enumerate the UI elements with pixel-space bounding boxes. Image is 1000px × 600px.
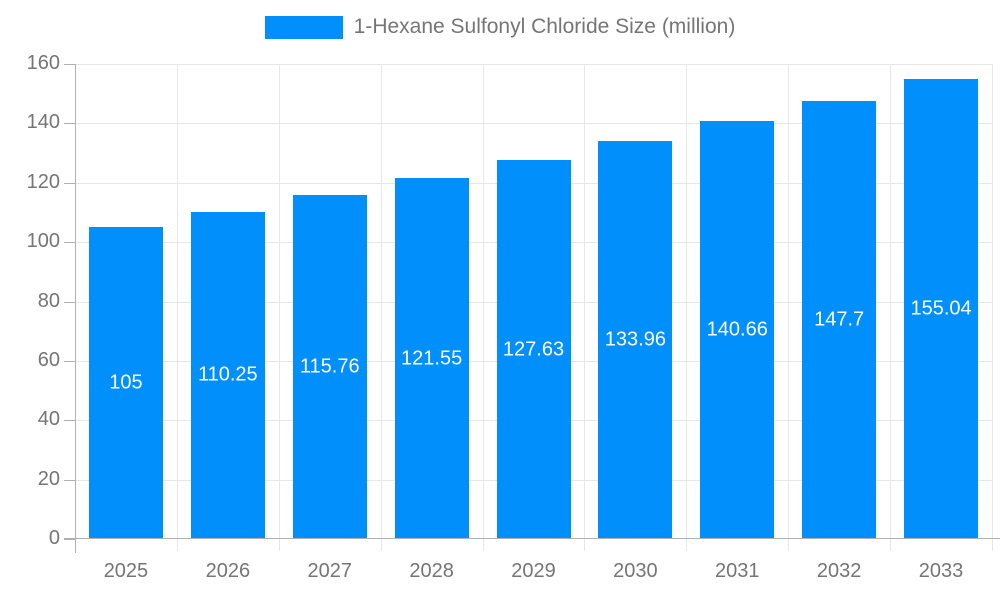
x-axis-label: 2031 [715, 560, 760, 582]
bar[interactable]: 115.76 [292, 195, 367, 539]
bar-value-label: 121.55 [401, 347, 463, 370]
bar-value-label: 133.96 [604, 328, 666, 351]
y-tick [64, 360, 75, 362]
x-axis-label: 2025 [103, 560, 149, 582]
x-axis-label: 2030 [613, 560, 658, 582]
y-axis-label: 20 [37, 467, 60, 490]
y-gridline [75, 123, 992, 125]
x-gridline [278, 64, 280, 551]
x-axis-line [64, 538, 1000, 539]
legend: 1-Hexane Sulfonyl Chloride Size (million… [0, 16, 1000, 39]
x-gridline [584, 64, 586, 551]
y-axis-label: 0 [48, 527, 60, 550]
legend-item[interactable]: 1-Hexane Sulfonyl Chloride Size (million… [264, 15, 736, 39]
y-axis-label: 100 [26, 230, 60, 253]
x-gridline [992, 64, 993, 551]
y-tick [64, 479, 75, 481]
x-axis-label: 2032 [816, 560, 862, 582]
legend-swatch [264, 16, 343, 39]
y-tick [64, 301, 75, 303]
bar[interactable]: 127.63 [496, 160, 571, 539]
y-tick [64, 420, 75, 422]
bar-value-label: 147.7 [814, 308, 865, 331]
y-axis-line [75, 64, 76, 553]
x-axis-label: 2028 [409, 560, 454, 582]
y-axis-label: 40 [37, 408, 60, 431]
y-tick [64, 64, 75, 65]
x-gridline [890, 64, 892, 551]
x-axis-label: 2033 [918, 560, 964, 582]
x-axis-label: 2029 [511, 560, 556, 582]
bar[interactable]: 133.96 [598, 141, 673, 539]
plot-area: 0 20 40 60 80 100 120 140 160 105 2025 110.25 2026 11… [27, 52, 1000, 582]
y-tick [64, 182, 75, 184]
bar[interactable]: 105 [88, 227, 163, 539]
y-tick [64, 242, 75, 244]
bar[interactable]: 121.55 [394, 178, 469, 539]
bar[interactable]: 140.66 [700, 121, 775, 539]
y-axis-label: 80 [37, 289, 60, 312]
x-gridline [482, 64, 484, 551]
y-axis-label: 160 [26, 52, 60, 75]
bar-value-label: 155.04 [910, 297, 972, 320]
x-gridline [176, 64, 178, 551]
bar[interactable]: 110.25 [190, 211, 265, 539]
bar-value-label: 127.63 [502, 338, 565, 361]
bar[interactable]: 155.04 [904, 78, 979, 539]
bar-value-label: 140.66 [706, 318, 768, 341]
bar-value-label: 115.76 [299, 355, 360, 378]
bar-value-label: 110.25 [197, 363, 258, 386]
x-gridline [788, 64, 790, 551]
x-axis-label: 2026 [205, 560, 251, 582]
x-gridline [686, 64, 688, 551]
legend-label: 1-Hexane Sulfonyl Chloride Size (million… [353, 15, 736, 38]
bar-value-label: 105 [109, 371, 143, 394]
y-gridline [75, 64, 992, 65]
y-axis-label: 140 [26, 111, 60, 134]
x-axis-label: 2027 [307, 560, 352, 582]
bar[interactable]: 147.7 [802, 100, 877, 539]
y-tick [64, 539, 75, 540]
x-gridline [380, 64, 382, 551]
y-tick [64, 123, 75, 125]
y-axis-label: 120 [26, 170, 60, 193]
y-axis-label: 60 [37, 348, 60, 371]
